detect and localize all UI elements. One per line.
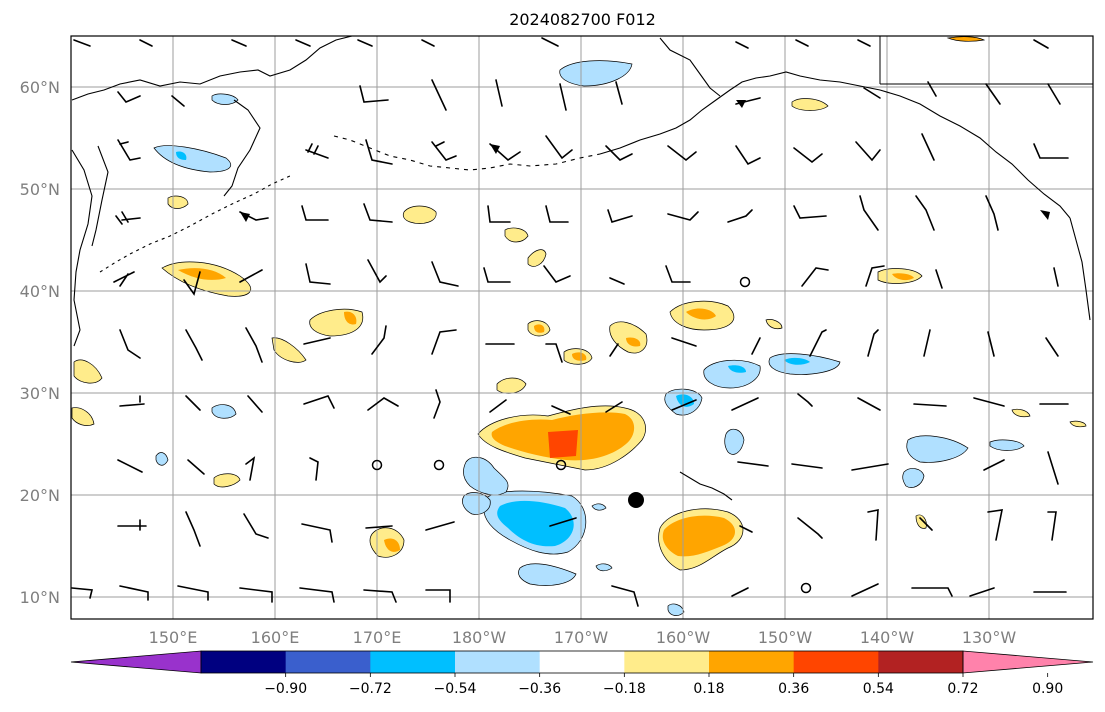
lon-label-150w: 150°W <box>758 628 813 647</box>
colorbar-tick-label: −0.72 <box>349 681 392 697</box>
wind-pennants <box>240 100 1050 222</box>
colorbar-segment <box>285 651 371 673</box>
colorbar-tick-label: −0.54 <box>434 681 477 697</box>
colorbar-segment <box>201 651 287 673</box>
colorbar-tick-label: 0.18 <box>693 681 724 697</box>
open-circle <box>433 459 445 471</box>
open-circle <box>371 459 383 471</box>
lat-label-10: 10°N <box>20 588 60 607</box>
open-circle <box>739 276 751 288</box>
lat-label-60: 60°N <box>20 78 60 97</box>
colorbar-extend-low <box>70 650 202 674</box>
lon-label-170w: 170°W <box>554 628 609 647</box>
colorbar-tick-label: −0.36 <box>518 681 561 697</box>
colorbar-segment <box>539 651 625 673</box>
colorbar-outline <box>200 650 964 674</box>
lon-label-170e: 170°E <box>353 628 402 647</box>
colorbar-tick-label: −0.90 <box>264 681 307 697</box>
lat-label-40: 40°N <box>20 282 60 301</box>
lat-axis: 60°N 50°N 40°N 30°N 20°N 10°N <box>20 78 60 607</box>
lat-label-20: 20°N <box>20 486 60 505</box>
colorbar-tick-label: 0.54 <box>863 681 894 697</box>
lon-label-150e: 150°E <box>149 628 198 647</box>
colorbar-tick-label: 0.90 <box>1032 681 1063 697</box>
colorbar-segment <box>624 651 710 673</box>
lon-label-140w: 140°W <box>860 628 915 647</box>
colorbar-segment <box>370 651 456 673</box>
colorbar-tick-label: 0.36 <box>778 681 809 697</box>
colorbar: −0.90 −0.72 −0.54 −0.36 −0.18 0.18 0.36 0.54 0.7… <box>70 650 1094 697</box>
lon-axis: 150°E 160°E 170°E 180°W 170°W 160°W 150°… <box>149 628 1017 647</box>
colorbar-segment <box>709 651 795 673</box>
lon-label-180w: 180°W <box>452 628 507 647</box>
colorbar-segment <box>793 651 879 673</box>
colorbar-tick-label: 0.72 <box>947 681 978 697</box>
lat-label-50: 50°N <box>20 180 60 199</box>
map-frame <box>70 35 1094 620</box>
colorbar-extend-high <box>962 650 1094 674</box>
markers <box>371 276 812 594</box>
open-circle <box>800 582 812 594</box>
map-title: 2024082700 F012 <box>509 10 656 29</box>
gridlines <box>71 36 1093 619</box>
center-dot <box>628 492 644 508</box>
lon-label-130w: 130°W <box>962 628 1017 647</box>
lon-label-160w: 160°W <box>656 628 711 647</box>
colorbar-segment <box>455 651 541 673</box>
lon-label-160e: 160°E <box>251 628 300 647</box>
lat-label-30: 30°N <box>20 384 60 403</box>
colorbar-tick-label: −0.18 <box>603 681 646 697</box>
colorbar-segment <box>878 651 964 673</box>
open-circle <box>555 459 567 471</box>
anomaly-shading <box>71 36 1087 616</box>
